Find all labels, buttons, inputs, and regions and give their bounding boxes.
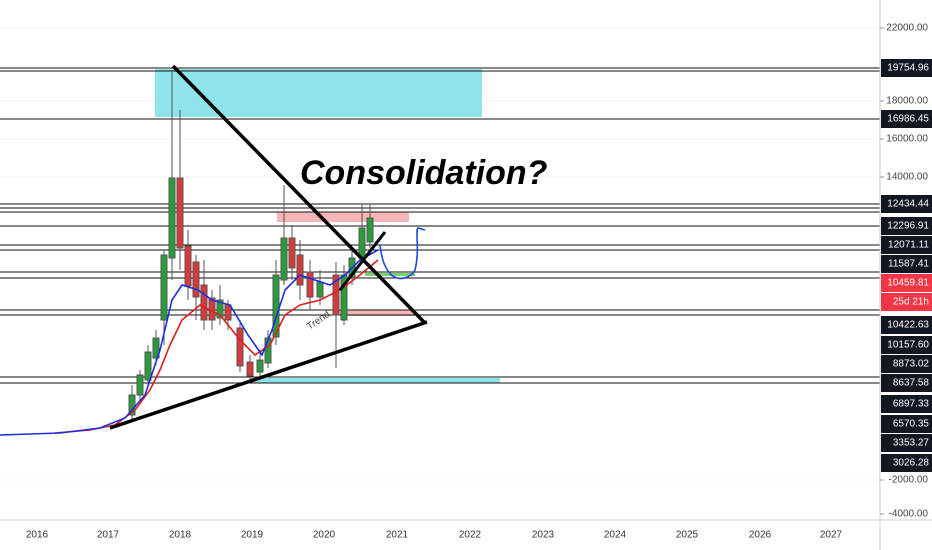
level-label: 16986.45	[887, 114, 929, 125]
level-tag	[881, 110, 932, 128]
level-label: 12434.44	[887, 199, 929, 210]
price-label: -2000.00	[889, 475, 929, 486]
level-label: 6897.33	[893, 399, 930, 410]
level-tag	[881, 316, 932, 334]
level-tag	[881, 195, 932, 213]
time-axis: 2016 2017 2018 2019 2020 2021 2022 2023 2024 2025…	[26, 530, 843, 541]
trendline	[171, 64, 427, 325]
time-label: 2027	[820, 530, 843, 541]
level-tag	[881, 415, 932, 433]
price-tag	[881, 274, 932, 292]
level-label: 3026.28	[893, 458, 930, 469]
time-label: 2018	[169, 530, 192, 541]
level-label: 11587.41	[888, 259, 929, 270]
time-label: 2016	[26, 530, 49, 541]
level-label: 6570.35	[893, 419, 930, 430]
price-axis: 22000.00 18000.00 16000.00 14000.00 -2000.00…	[880, 23, 932, 520]
trendline	[109, 320, 428, 430]
level-tag	[881, 434, 932, 452]
level-label: 8637.58	[893, 378, 930, 389]
level-tag	[881, 59, 932, 77]
red-zone	[277, 212, 409, 222]
annotation: Consolidation?	[300, 154, 548, 192]
price-label: 18000.00	[886, 96, 928, 107]
support-zone	[250, 378, 500, 383]
level-tag	[881, 217, 932, 235]
price-label: 14000.00	[886, 172, 928, 183]
time-label: 2017	[97, 530, 120, 541]
level-tag	[881, 355, 932, 373]
level-label: 8873.02	[893, 359, 930, 370]
level-tag	[881, 374, 932, 392]
level-label: 12071.11	[888, 240, 929, 251]
time-label: 2022	[459, 530, 482, 541]
moving-average-red	[54, 259, 379, 434]
countdown-tag	[881, 293, 932, 311]
price-label: 22000.00	[886, 23, 928, 34]
red-zone	[340, 310, 415, 316]
current-price: 10459.81	[887, 278, 929, 289]
level-label: 10422.63	[887, 320, 929, 331]
time-label: 2026	[749, 530, 772, 541]
price-label: -4000.00	[889, 509, 929, 520]
level-tag	[881, 236, 932, 254]
projection-path	[379, 227, 426, 280]
time-label: 2019	[241, 530, 264, 541]
level-label: 12296.91	[887, 221, 929, 232]
level-tag	[881, 395, 932, 413]
time-label: 2020	[313, 530, 336, 541]
moving-average-blue	[0, 249, 379, 436]
countdown: 25d 21h	[893, 297, 929, 308]
level-label: 10157.60	[887, 340, 929, 351]
level-label: 3353.27	[893, 438, 930, 449]
time-label: 2025	[676, 530, 699, 541]
trendline	[338, 231, 387, 291]
level-tag	[881, 255, 932, 273]
level-tag	[881, 336, 932, 354]
candles	[128, 70, 374, 420]
time-label: 2021	[386, 530, 409, 541]
time-label: 2023	[532, 530, 555, 541]
level-label: 19754.96	[887, 63, 929, 74]
price-label: 16000.00	[886, 134, 928, 145]
level-tag	[881, 454, 932, 472]
time-label: 2024	[604, 530, 627, 541]
resistance-zone	[155, 69, 482, 117]
